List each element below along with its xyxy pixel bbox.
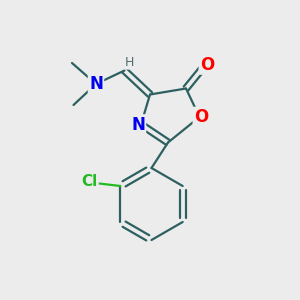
Text: H: H xyxy=(125,56,135,69)
Text: N: N xyxy=(131,116,145,134)
Text: O: O xyxy=(194,108,208,126)
Text: Cl: Cl xyxy=(81,174,98,189)
Text: N: N xyxy=(89,75,103,93)
Text: O: O xyxy=(200,56,214,74)
